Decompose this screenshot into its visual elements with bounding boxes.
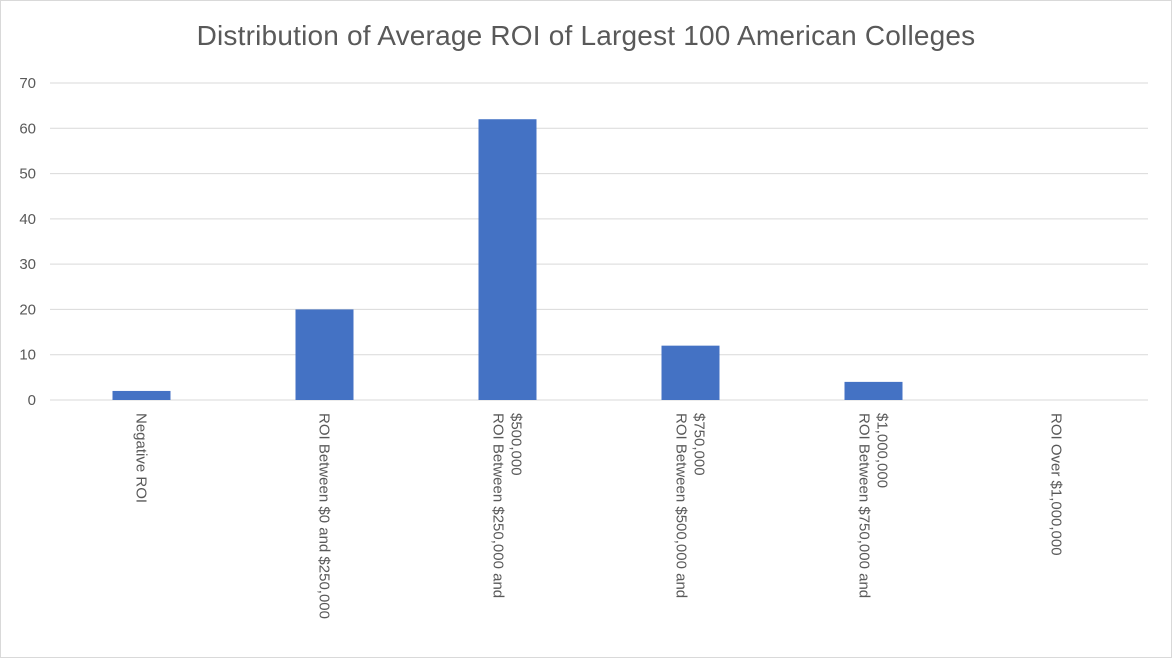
x-category-label-line: $500,000 — [508, 413, 525, 476]
x-category-label: ROI Between $0 and $250,000 — [316, 413, 333, 619]
y-tick-label: 20 — [19, 301, 36, 318]
x-category-label: ROI Over $1,000,000 — [1048, 413, 1065, 556]
x-category-label: Negative ROI — [133, 413, 150, 503]
chart-title: Distribution of Average ROI of Largest 1… — [196, 20, 976, 51]
y-tick-label: 70 — [19, 75, 36, 92]
y-tick-label: 60 — [19, 120, 36, 137]
y-tick-label: 10 — [19, 347, 36, 364]
y-tick-label: 50 — [19, 166, 36, 183]
bar — [112, 390, 171, 400]
x-category-label-line: ROI Between $750,000 and — [856, 413, 873, 598]
x-category-label-line: ROI Over $1,000,000 — [1048, 413, 1065, 556]
y-tick-label: 30 — [19, 256, 36, 273]
x-category-label-line: ROI Between $0 and $250,000 — [316, 413, 333, 619]
x-category-label-line: $1,000,000 — [874, 413, 891, 488]
bar — [478, 119, 537, 400]
x-category-label-line: Negative ROI — [133, 413, 150, 503]
bar — [295, 309, 354, 400]
y-tick-label: 0 — [28, 392, 36, 409]
x-category-label-line: $750,000 — [691, 413, 708, 476]
x-category-label: ROI Between $500,000 and $750,000 — [673, 413, 708, 598]
x-category-label-line: ROI Between $500,000 and — [673, 413, 690, 598]
y-tick-label: 40 — [19, 211, 36, 228]
bar — [661, 345, 720, 400]
x-category-label: ROI Between $250,000 and $500,000 — [490, 413, 525, 598]
bar — [844, 381, 903, 400]
x-category-label-line: ROI Between $250,000 and — [490, 413, 507, 598]
x-category-label: ROI Between $750,000 and $1,000,000 — [856, 413, 891, 598]
